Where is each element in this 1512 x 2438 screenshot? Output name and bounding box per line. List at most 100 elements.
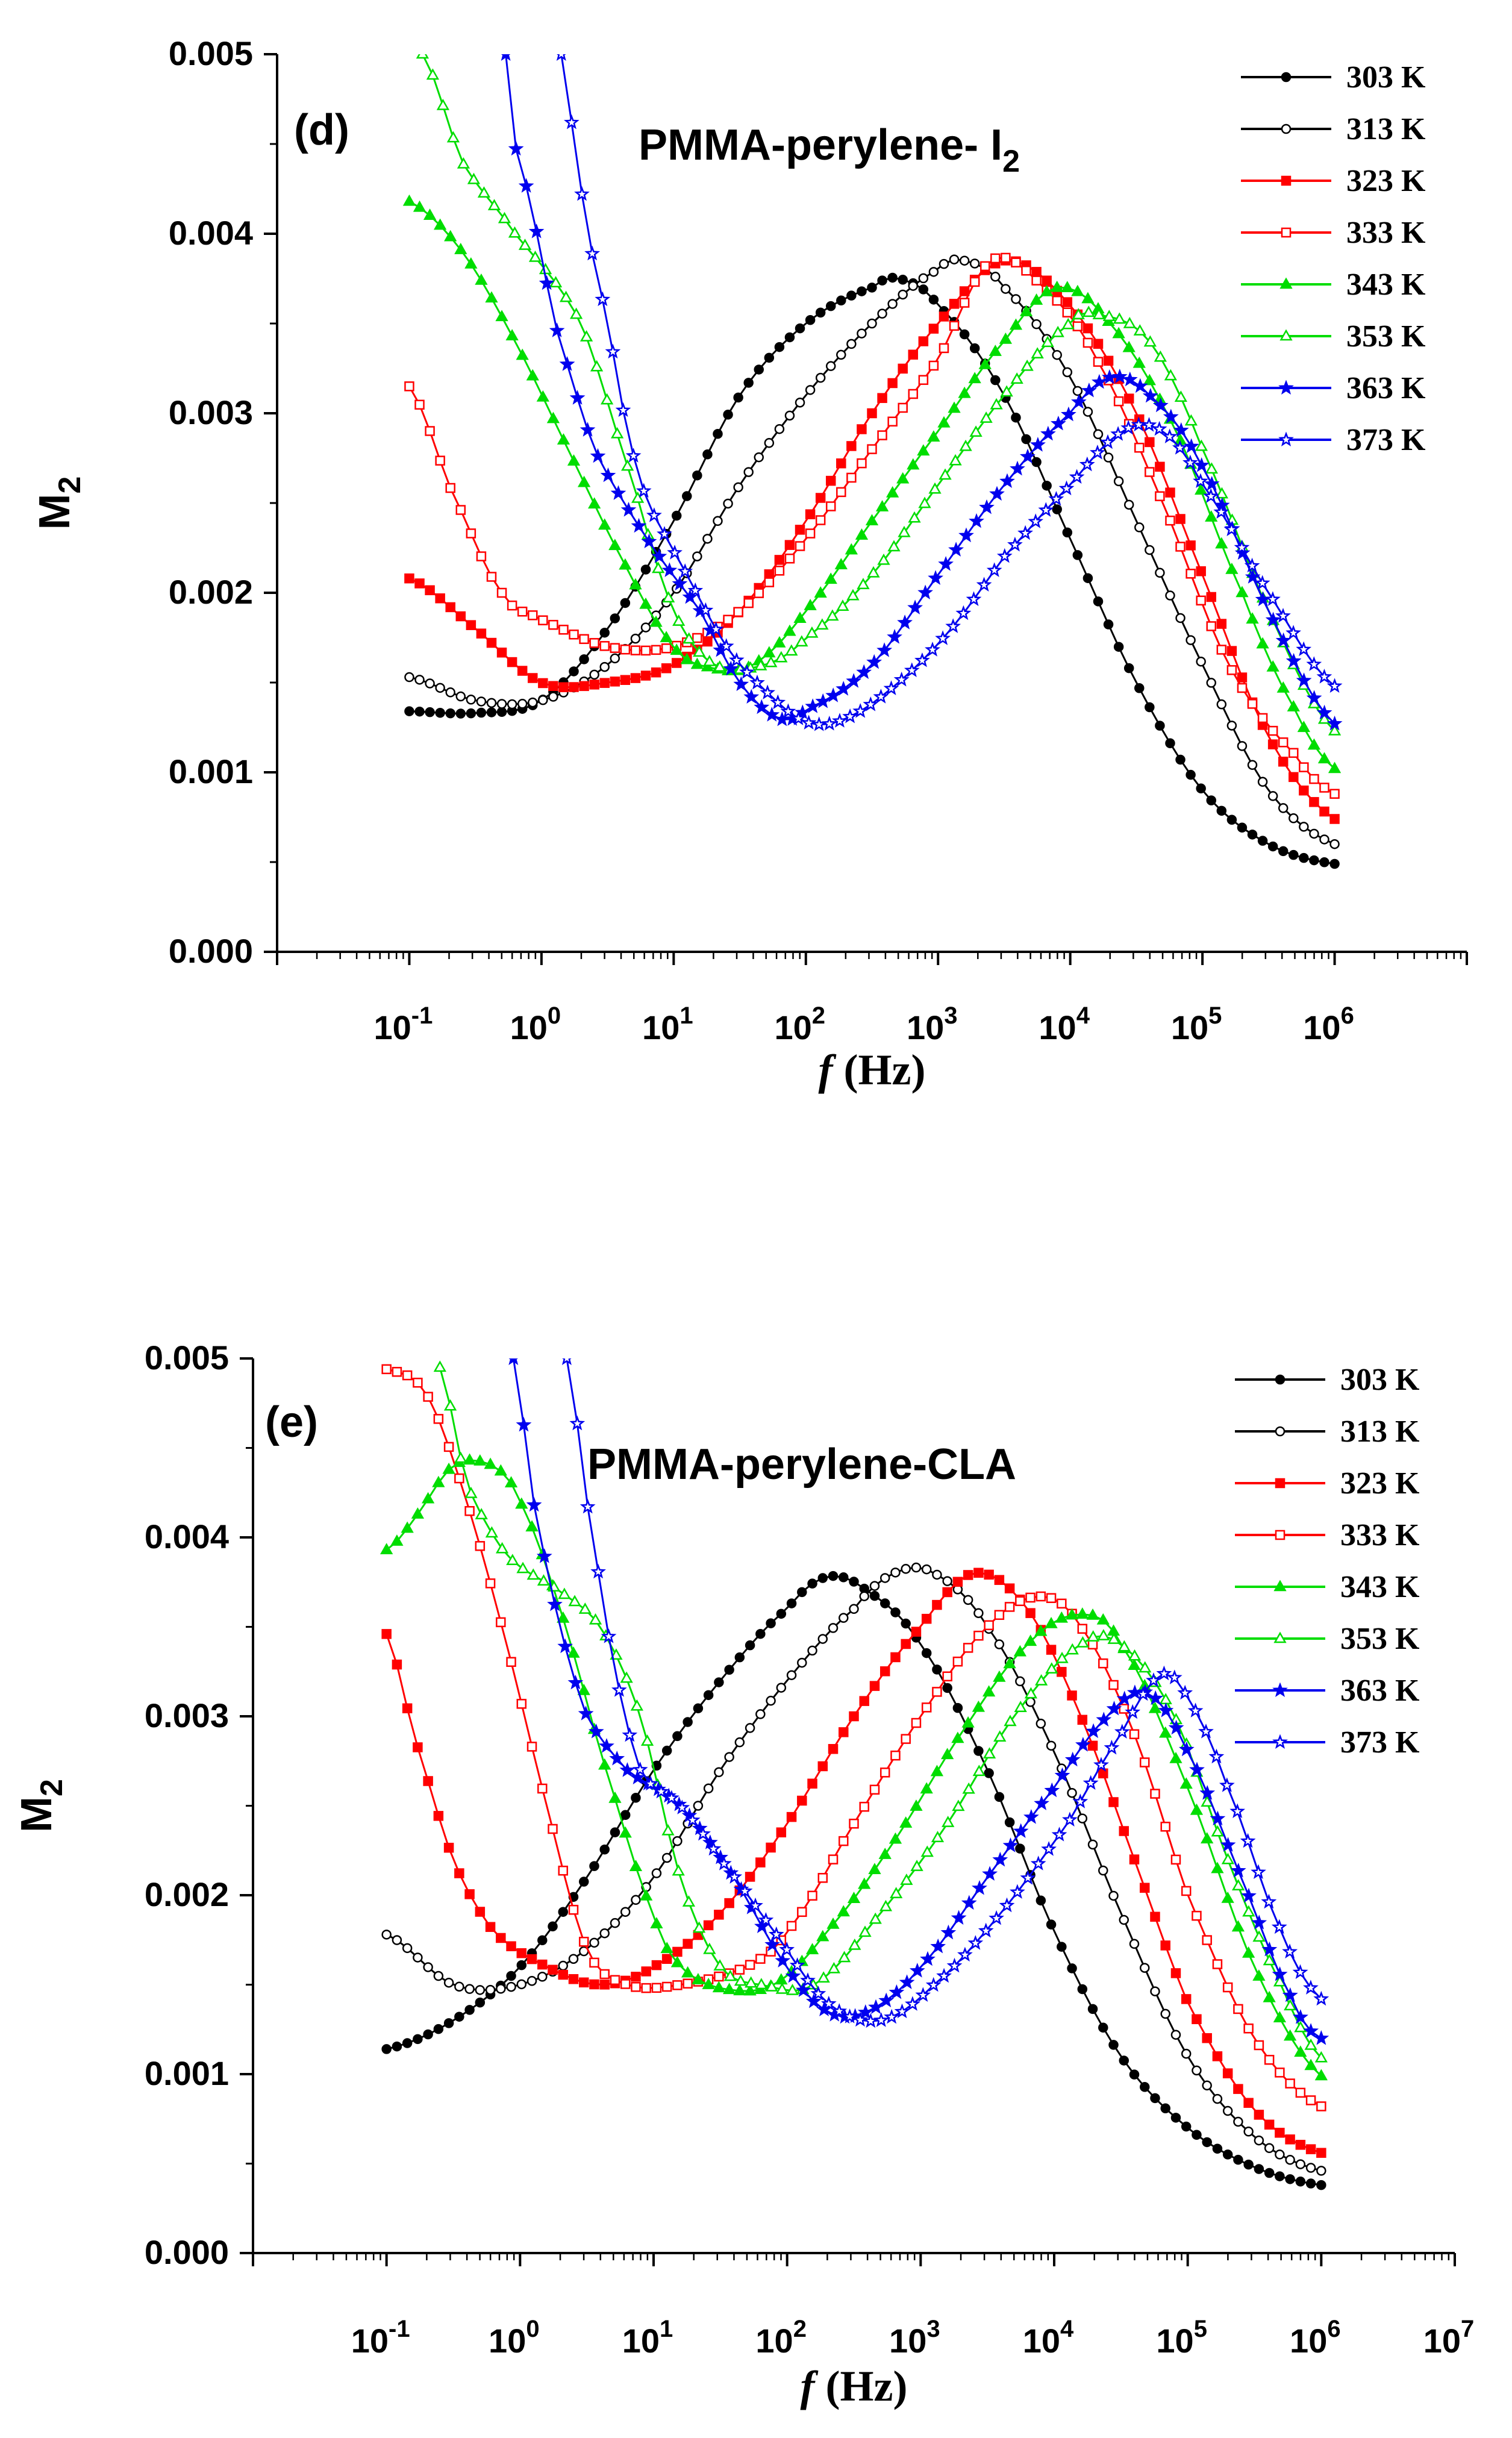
data-point [849,1711,859,1722]
data-point [814,586,827,598]
data-point [661,1824,675,1836]
data-point [1226,720,1237,731]
data-point [1030,437,1046,452]
data-point [745,1723,755,1733]
data-point [869,1681,880,1691]
data-point [692,1973,705,1984]
data-point [952,1577,963,1587]
data-point [537,1959,548,1970]
data-point [475,273,488,285]
data-point [608,539,622,551]
data-point [649,615,663,627]
data-point [938,556,954,571]
data-point [973,1630,984,1641]
data-point [795,525,805,535]
legend-entry: 323 K [1241,164,1426,198]
data-point [1305,2163,1316,2173]
data-point [901,1734,911,1744]
data-point [883,680,899,695]
data-point [1020,359,1034,371]
data-point [611,1682,627,1697]
data-point [966,591,982,606]
y-tick-label: 0.003 [145,1696,229,1734]
data-point [1077,1984,1088,1995]
data-point [901,1618,911,1629]
data-point [1108,1890,1119,1901]
data-point [877,430,887,440]
data-point [1281,123,1292,134]
data-point [1254,2040,1264,2051]
data-point [557,433,570,445]
data-point [1069,469,1085,484]
data-point [1271,1919,1287,1934]
data-point [1003,1657,1016,1669]
data-point [651,1983,662,1993]
data-point [435,455,445,466]
data-point [800,1972,816,1987]
data-point [1072,321,1083,331]
data-point [739,664,755,679]
data-point [1192,2130,1202,2140]
data-point [1282,1987,1298,2002]
data-point [733,607,743,617]
data-point [392,1659,402,1670]
data-point [887,378,898,389]
data-point [942,1587,952,1598]
data-point [670,643,683,655]
data-point [1170,2030,1181,2040]
legend-label: 363 K [1340,1674,1420,1708]
data-point [547,1596,563,1611]
data-point [1132,378,1148,393]
data-point [1328,761,1342,774]
data-point [559,356,575,371]
data-point [1010,460,1025,476]
data-point [661,562,678,577]
data-point [1031,347,1044,359]
data-point [610,653,620,664]
data-point [1093,339,1104,349]
data-point [1282,1943,1298,1959]
data-point [857,2004,873,2019]
data-point [1233,2154,1243,2165]
data-point [993,1730,1007,1742]
data-point [1199,1785,1216,1800]
data-point [692,1921,706,1933]
data-point [672,614,686,626]
data-point [1286,652,1302,668]
data-point [1002,1837,1019,1852]
data-point [908,389,919,399]
data-point [825,475,836,486]
data-point [1184,414,1198,426]
data-point [1062,527,1073,538]
data-point [949,254,960,264]
data-point [1230,1862,1246,1878]
data-point [443,1442,454,1452]
data-point [1289,748,1299,758]
data-point [790,710,807,725]
data-point [682,589,698,604]
data-point [1193,473,1208,488]
data-point [1233,2004,1243,2014]
data-point [852,703,869,718]
data-point [703,1920,714,1931]
data-point [1267,739,1278,749]
data-point [683,632,696,644]
data-point [1261,1941,1278,1957]
data-point [815,693,831,708]
data-point [1211,1861,1224,1874]
x-tick-label: 102 [755,2316,807,2360]
data-point [990,398,1003,410]
data-point [837,1951,851,1963]
data-point [1296,672,1312,687]
data-point [413,1377,423,1388]
data-point [1160,2103,1170,2114]
data-point [982,1866,998,1881]
data-point [693,1703,704,1714]
data-point [764,707,780,722]
data-point [1264,2054,1275,2065]
data-point [989,486,1005,501]
data-point [887,272,898,283]
data-point [1210,1810,1226,1826]
data-point [433,1971,444,1981]
data-point [486,637,497,648]
